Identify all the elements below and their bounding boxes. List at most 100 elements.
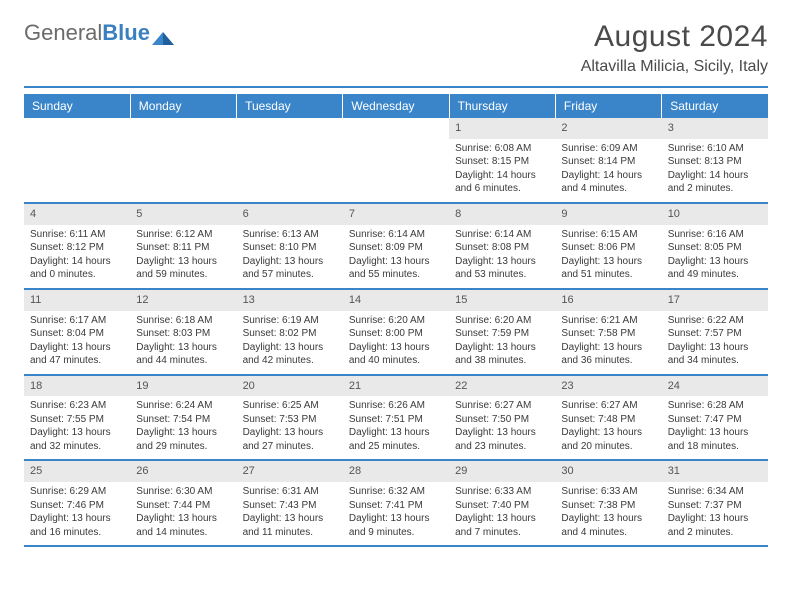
daylight-text: Daylight: 13 hours and 23 minutes. [455,426,549,453]
sunset-text: Sunset: 8:05 PM [668,241,762,255]
sunset-text: Sunset: 7:59 PM [455,327,549,341]
sunrise-text: Sunrise: 6:10 AM [668,142,762,156]
calendar-week-row: 4Sunrise: 6:11 AMSunset: 8:12 PMDaylight… [24,203,768,289]
calendar-day-cell [130,118,236,203]
sunrise-text: Sunrise: 6:17 AM [30,314,124,328]
sunset-text: Sunset: 8:00 PM [349,327,443,341]
sunrise-text: Sunrise: 6:14 AM [455,228,549,242]
day-body: Sunrise: 6:28 AMSunset: 7:47 PMDaylight:… [662,396,768,459]
sunset-text: Sunset: 8:10 PM [243,241,337,255]
day-body: Sunrise: 6:14 AMSunset: 8:08 PMDaylight:… [449,225,555,288]
day-number: 6 [237,204,343,225]
day-body: Sunrise: 6:27 AMSunset: 7:48 PMDaylight:… [555,396,661,459]
daylight-text: Daylight: 13 hours and 16 minutes. [30,512,124,539]
calendar-day-cell [24,118,130,203]
sunrise-text: Sunrise: 6:20 AM [455,314,549,328]
day-number: 11 [24,290,130,311]
day-number: 8 [449,204,555,225]
calendar-day-cell: 2Sunrise: 6:09 AMSunset: 8:14 PMDaylight… [555,118,661,203]
sunrise-text: Sunrise: 6:15 AM [561,228,655,242]
calendar-day-cell: 5Sunrise: 6:12 AMSunset: 8:11 PMDaylight… [130,203,236,289]
weekday-header-row: Sunday Monday Tuesday Wednesday Thursday… [24,94,768,118]
weekday-header: Saturday [662,94,768,118]
daylight-text: Daylight: 13 hours and 53 minutes. [455,255,549,282]
calendar-day-cell [237,118,343,203]
day-body [24,124,130,133]
day-body: Sunrise: 6:08 AMSunset: 8:15 PMDaylight:… [449,139,555,202]
daylight-text: Daylight: 13 hours and 36 minutes. [561,341,655,368]
sunset-text: Sunset: 7:44 PM [136,499,230,513]
daylight-text: Daylight: 13 hours and 55 minutes. [349,255,443,282]
daylight-text: Daylight: 13 hours and 4 minutes. [561,512,655,539]
day-number: 2 [555,118,661,139]
day-body: Sunrise: 6:11 AMSunset: 8:12 PMDaylight:… [24,225,130,288]
calendar-day-cell: 29Sunrise: 6:33 AMSunset: 7:40 PMDayligh… [449,460,555,546]
calendar-day-cell: 25Sunrise: 6:29 AMSunset: 7:46 PMDayligh… [24,460,130,546]
title-block: August 2024 Altavilla Milicia, Sicily, I… [581,20,768,76]
sunrise-text: Sunrise: 6:13 AM [243,228,337,242]
day-number: 21 [343,376,449,397]
day-body: Sunrise: 6:13 AMSunset: 8:10 PMDaylight:… [237,225,343,288]
day-number: 24 [662,376,768,397]
sunset-text: Sunset: 7:53 PM [243,413,337,427]
calendar-day-cell: 7Sunrise: 6:14 AMSunset: 8:09 PMDaylight… [343,203,449,289]
calendar-day-cell: 30Sunrise: 6:33 AMSunset: 7:38 PMDayligh… [555,460,661,546]
daylight-text: Daylight: 13 hours and 59 minutes. [136,255,230,282]
daylight-text: Daylight: 13 hours and 38 minutes. [455,341,549,368]
calendar-day-cell: 24Sunrise: 6:28 AMSunset: 7:47 PMDayligh… [662,375,768,461]
day-body: Sunrise: 6:31 AMSunset: 7:43 PMDaylight:… [237,482,343,545]
day-number: 15 [449,290,555,311]
day-body: Sunrise: 6:19 AMSunset: 8:02 PMDaylight:… [237,311,343,374]
daylight-text: Daylight: 13 hours and 34 minutes. [668,341,762,368]
day-body: Sunrise: 6:22 AMSunset: 7:57 PMDaylight:… [662,311,768,374]
day-body [237,124,343,133]
day-body: Sunrise: 6:12 AMSunset: 8:11 PMDaylight:… [130,225,236,288]
location-subtitle: Altavilla Milicia, Sicily, Italy [581,58,768,76]
calendar-body: 1Sunrise: 6:08 AMSunset: 8:15 PMDaylight… [24,118,768,546]
sunrise-text: Sunrise: 6:29 AM [30,485,124,499]
day-body: Sunrise: 6:27 AMSunset: 7:50 PMDaylight:… [449,396,555,459]
sunrise-text: Sunrise: 6:20 AM [349,314,443,328]
sunset-text: Sunset: 7:47 PM [668,413,762,427]
calendar-week-row: 11Sunrise: 6:17 AMSunset: 8:04 PMDayligh… [24,289,768,375]
sunrise-text: Sunrise: 6:27 AM [455,399,549,413]
day-body: Sunrise: 6:34 AMSunset: 7:37 PMDaylight:… [662,482,768,545]
day-number: 22 [449,376,555,397]
daylight-text: Daylight: 14 hours and 6 minutes. [455,169,549,196]
day-body: Sunrise: 6:32 AMSunset: 7:41 PMDaylight:… [343,482,449,545]
page-title: August 2024 [581,20,768,54]
daylight-text: Daylight: 13 hours and 11 minutes. [243,512,337,539]
daylight-text: Daylight: 13 hours and 9 minutes. [349,512,443,539]
daylight-text: Daylight: 13 hours and 57 minutes. [243,255,337,282]
sunset-text: Sunset: 8:02 PM [243,327,337,341]
sunset-text: Sunset: 7:57 PM [668,327,762,341]
sunrise-text: Sunrise: 6:26 AM [349,399,443,413]
sunrise-text: Sunrise: 6:19 AM [243,314,337,328]
day-number: 29 [449,461,555,482]
sunset-text: Sunset: 8:11 PM [136,241,230,255]
calendar-day-cell: 27Sunrise: 6:31 AMSunset: 7:43 PMDayligh… [237,460,343,546]
daylight-text: Daylight: 13 hours and 2 minutes. [668,512,762,539]
daylight-text: Daylight: 13 hours and 18 minutes. [668,426,762,453]
sunrise-text: Sunrise: 6:12 AM [136,228,230,242]
day-number: 16 [555,290,661,311]
calendar-week-row: 25Sunrise: 6:29 AMSunset: 7:46 PMDayligh… [24,460,768,546]
calendar-day-cell: 26Sunrise: 6:30 AMSunset: 7:44 PMDayligh… [130,460,236,546]
sunrise-text: Sunrise: 6:09 AM [561,142,655,156]
brand-text-2: Blue [102,20,150,46]
day-number: 7 [343,204,449,225]
day-number: 20 [237,376,343,397]
day-number: 10 [662,204,768,225]
calendar-week-row: 18Sunrise: 6:23 AMSunset: 7:55 PMDayligh… [24,375,768,461]
day-number: 19 [130,376,236,397]
day-body [343,124,449,133]
sunrise-text: Sunrise: 6:16 AM [668,228,762,242]
sunrise-text: Sunrise: 6:22 AM [668,314,762,328]
day-body: Sunrise: 6:23 AMSunset: 7:55 PMDaylight:… [24,396,130,459]
day-number: 12 [130,290,236,311]
daylight-text: Daylight: 14 hours and 0 minutes. [30,255,124,282]
sunrise-text: Sunrise: 6:33 AM [455,485,549,499]
day-body: Sunrise: 6:26 AMSunset: 7:51 PMDaylight:… [343,396,449,459]
day-number: 30 [555,461,661,482]
calendar-day-cell: 21Sunrise: 6:26 AMSunset: 7:51 PMDayligh… [343,375,449,461]
